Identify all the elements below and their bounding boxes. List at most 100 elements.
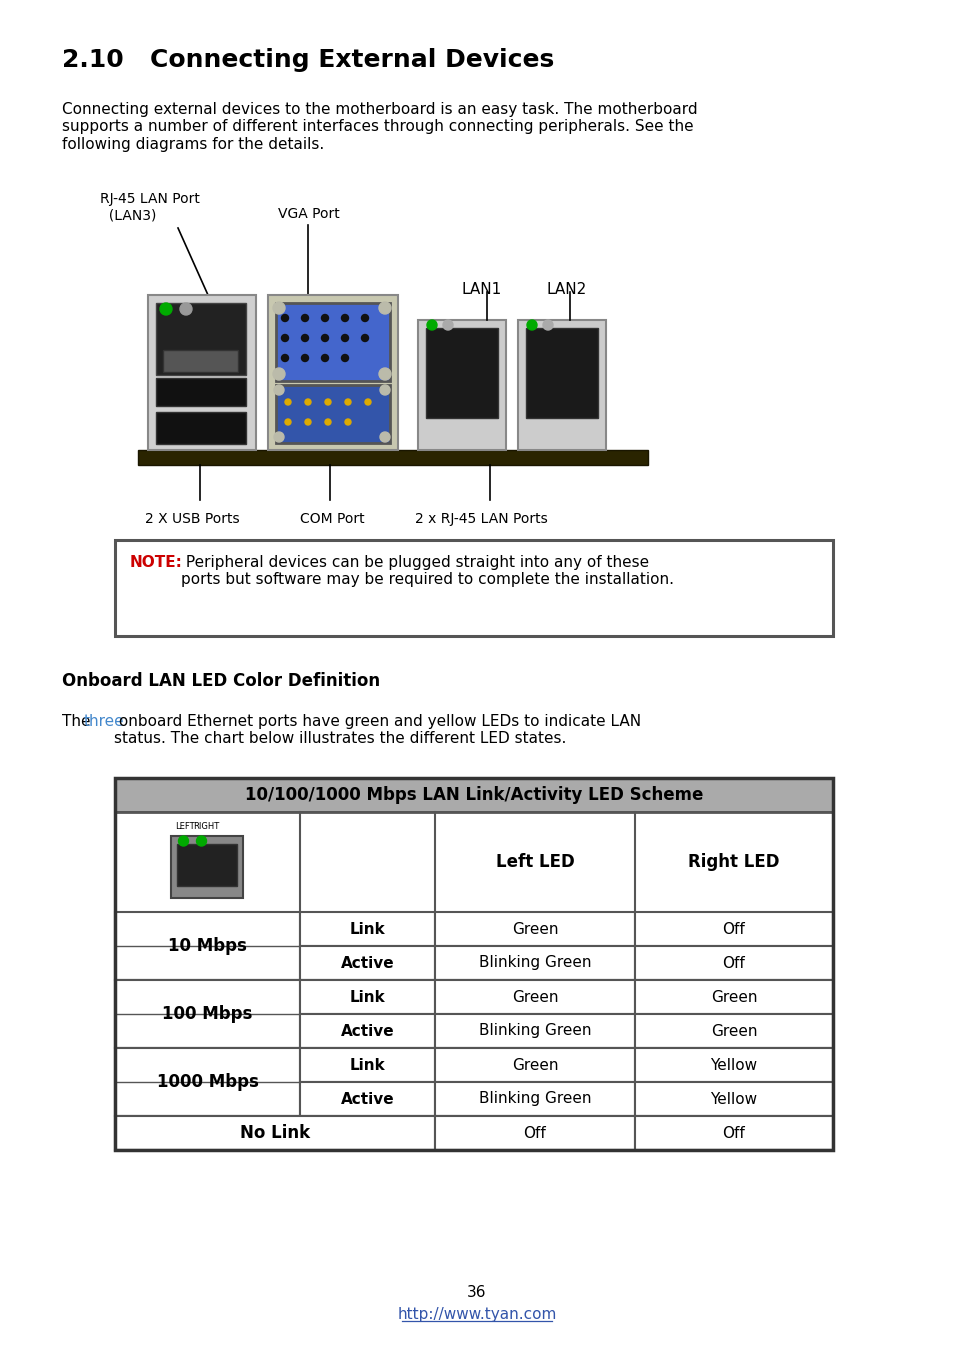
Text: Yellow: Yellow: [710, 1091, 757, 1106]
Circle shape: [301, 354, 308, 361]
Text: Green: Green: [511, 1057, 558, 1072]
Text: 1000 Mbps: 1000 Mbps: [156, 1073, 258, 1091]
Text: Active: Active: [340, 956, 394, 971]
Circle shape: [273, 368, 285, 380]
Text: Off: Off: [721, 1125, 744, 1141]
Circle shape: [379, 385, 390, 395]
Text: Yellow: Yellow: [710, 1057, 757, 1072]
Circle shape: [160, 303, 172, 315]
Text: http://www.tyan.com: http://www.tyan.com: [396, 1307, 557, 1322]
Circle shape: [378, 368, 391, 380]
Bar: [156, 303, 246, 375]
Circle shape: [345, 419, 351, 425]
Circle shape: [196, 836, 206, 846]
Circle shape: [301, 334, 308, 342]
Circle shape: [285, 399, 291, 406]
Circle shape: [178, 836, 189, 846]
Text: Blinking Green: Blinking Green: [478, 1023, 591, 1038]
Bar: [115, 777, 832, 813]
Bar: [635, 1115, 832, 1151]
Text: 10 Mbps: 10 Mbps: [168, 937, 247, 955]
Circle shape: [365, 399, 371, 406]
Bar: [635, 913, 832, 946]
Text: Link: Link: [349, 922, 385, 937]
Bar: [435, 1115, 635, 1151]
Bar: [299, 980, 435, 1014]
Bar: [525, 329, 598, 418]
Circle shape: [180, 303, 192, 315]
Bar: [268, 295, 397, 450]
Circle shape: [325, 399, 331, 406]
Bar: [635, 980, 832, 1014]
Text: 2 X USB Ports: 2 X USB Ports: [145, 512, 239, 526]
Circle shape: [321, 315, 328, 322]
Circle shape: [273, 301, 285, 314]
Text: Blinking Green: Blinking Green: [478, 1091, 591, 1106]
Bar: [635, 1048, 832, 1082]
Text: Off: Off: [721, 956, 744, 971]
Bar: [138, 450, 647, 465]
Text: Link: Link: [349, 990, 385, 1005]
Bar: [115, 777, 832, 1151]
Circle shape: [321, 354, 328, 361]
Text: Green: Green: [710, 1023, 757, 1038]
Bar: [172, 836, 243, 898]
Circle shape: [379, 433, 390, 442]
Circle shape: [361, 334, 368, 342]
Bar: [148, 295, 255, 450]
Circle shape: [285, 419, 291, 425]
Text: NOTE:: NOTE:: [130, 556, 183, 571]
Bar: [635, 1014, 832, 1048]
Bar: [299, 1082, 435, 1115]
Bar: [156, 412, 246, 443]
Text: 36: 36: [467, 1284, 486, 1301]
Circle shape: [305, 399, 311, 406]
Bar: [435, 913, 635, 946]
Text: Peripheral devices can be plugged straight into any of these
ports but software : Peripheral devices can be plugged straig…: [181, 556, 673, 587]
Text: Left LED: Left LED: [496, 853, 574, 871]
Text: Blinking Green: Blinking Green: [478, 956, 591, 971]
Text: Link: Link: [349, 1057, 385, 1072]
Bar: [435, 1014, 635, 1048]
Text: Right LED: Right LED: [687, 853, 779, 871]
Circle shape: [378, 301, 391, 314]
Text: 2.10   Connecting External Devices: 2.10 Connecting External Devices: [62, 49, 554, 72]
Text: 10/100/1000 Mbps LAN Link/Activity LED Scheme: 10/100/1000 Mbps LAN Link/Activity LED S…: [245, 786, 702, 804]
Bar: [115, 539, 832, 635]
Circle shape: [542, 320, 553, 330]
Bar: [163, 350, 237, 372]
Circle shape: [274, 433, 284, 442]
Bar: [115, 813, 832, 913]
Text: 2 x RJ-45 LAN Ports: 2 x RJ-45 LAN Ports: [415, 512, 547, 526]
Bar: [115, 913, 299, 980]
Bar: [435, 1048, 635, 1082]
Text: Active: Active: [340, 1023, 394, 1038]
Circle shape: [427, 320, 436, 330]
Text: RIGHT: RIGHT: [193, 822, 219, 831]
Text: onboard Ethernet ports have green and yellow LEDs to indicate LAN
status. The ch: onboard Ethernet ports have green and ye…: [113, 714, 640, 746]
Text: LAN1: LAN1: [461, 283, 501, 297]
Circle shape: [341, 354, 348, 361]
Bar: [299, 1048, 435, 1082]
Text: Green: Green: [710, 990, 757, 1005]
Text: Off: Off: [523, 1125, 546, 1141]
Text: three: three: [84, 714, 125, 729]
Circle shape: [345, 399, 351, 406]
Text: Active: Active: [340, 1091, 394, 1106]
Bar: [275, 385, 390, 443]
Bar: [115, 1115, 435, 1151]
Bar: [635, 946, 832, 980]
Bar: [299, 946, 435, 980]
Bar: [156, 379, 246, 406]
Circle shape: [281, 354, 288, 361]
Bar: [517, 320, 605, 450]
Circle shape: [361, 315, 368, 322]
Bar: [115, 980, 299, 1048]
Circle shape: [526, 320, 537, 330]
Bar: [417, 320, 505, 450]
Bar: [299, 913, 435, 946]
Text: LAN2: LAN2: [546, 283, 587, 297]
Bar: [275, 303, 390, 381]
Text: No Link: No Link: [240, 1124, 310, 1142]
Circle shape: [341, 315, 348, 322]
